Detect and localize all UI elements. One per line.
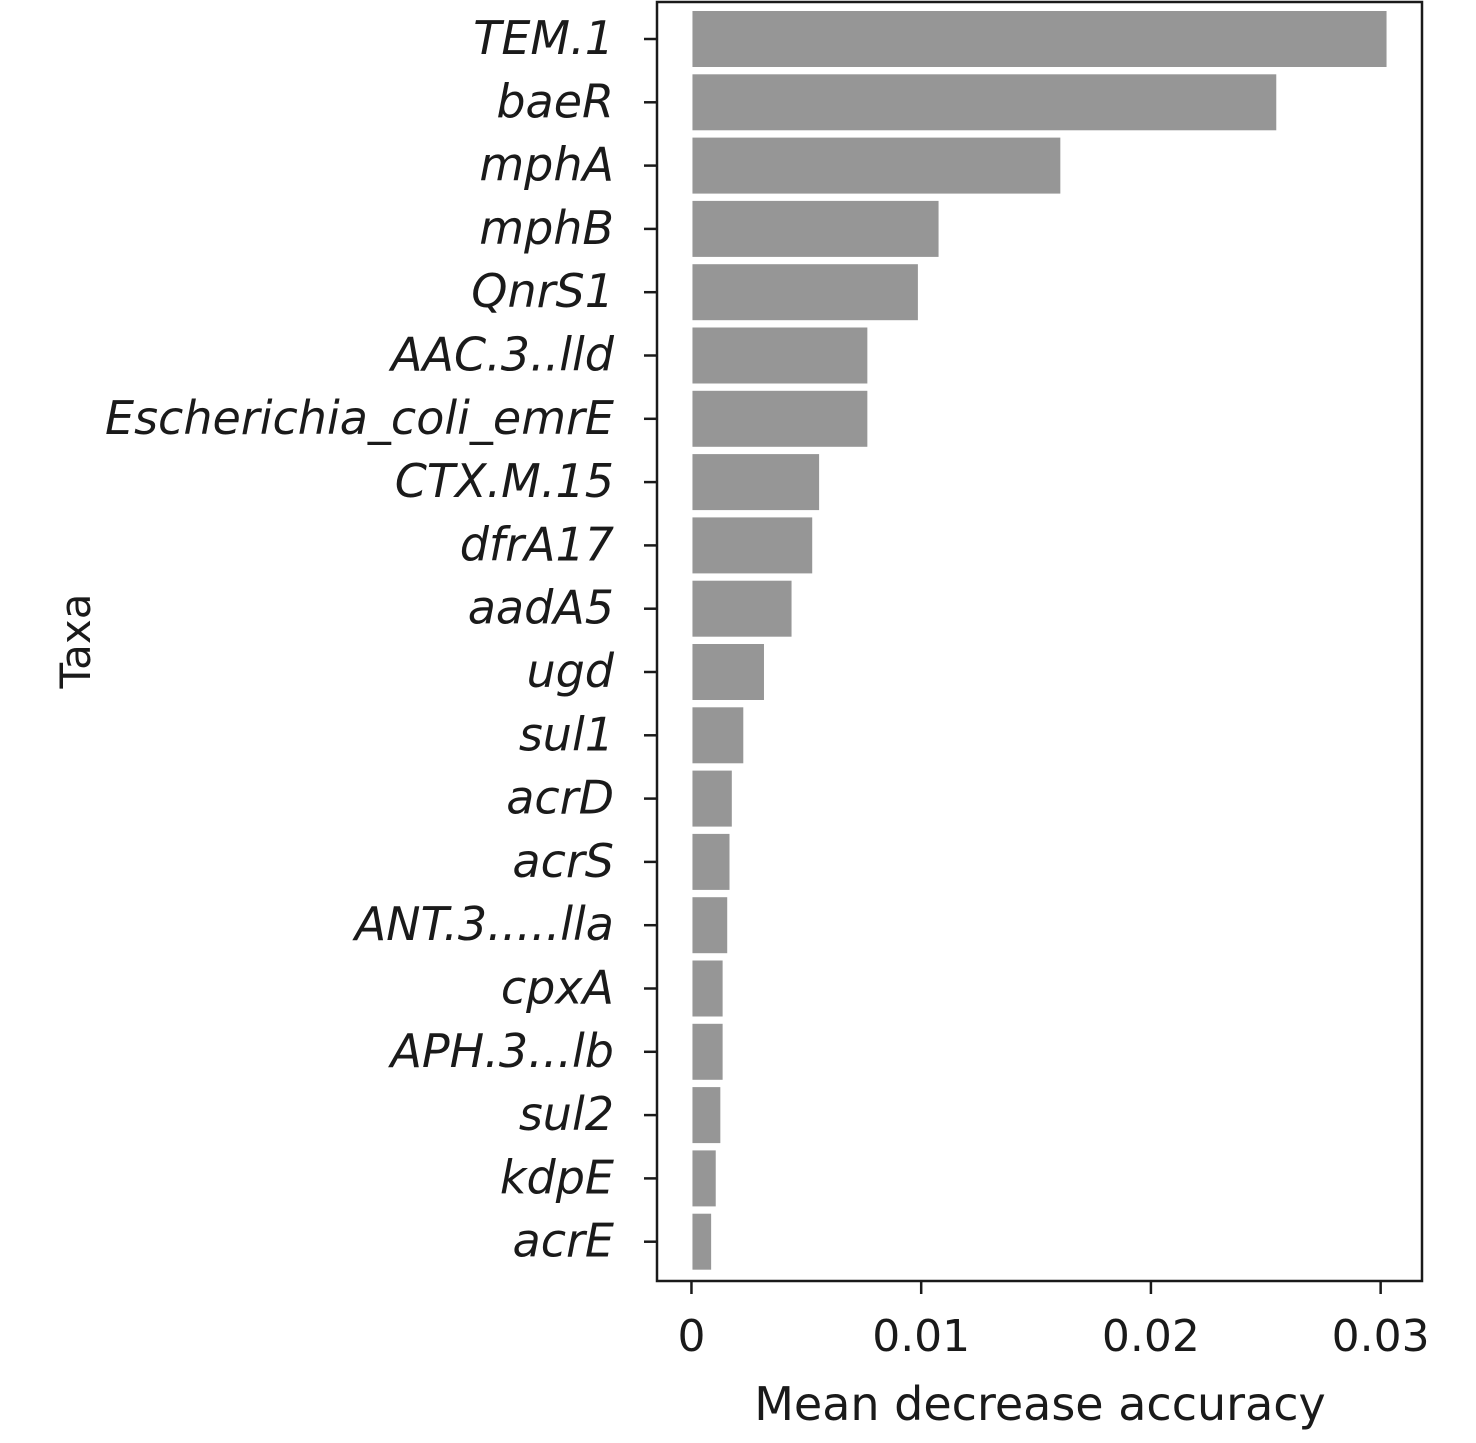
y-tick-label-tem-1: TEM.1 <box>473 11 614 65</box>
y-tick-label-baer: baeR <box>496 74 614 128</box>
y-tick-label-aac-3-lld: AAC.3..lld <box>388 328 615 382</box>
y-tick-label-kdpe: kdpE <box>500 1150 614 1204</box>
y-tick-label-escherichia-coli-emre: Escherichia_coli_emrE <box>105 391 614 445</box>
x-tick-label: 0.02 <box>1102 1311 1200 1362</box>
bar-sul1 <box>690 705 746 766</box>
y-tick-label-ctx-m-15: CTX.M.15 <box>395 454 614 508</box>
y-tick-label-acrd: acrD <box>506 771 614 825</box>
plot-frame <box>655 0 1424 1283</box>
bar-escherichia-coli-emre <box>690 388 870 449</box>
y-tick-label-ant-3-lla: ANT.3.....lla <box>352 897 614 951</box>
bar-dfra17 <box>690 515 815 576</box>
y-tick-label-acrs: acrS <box>512 834 614 888</box>
bar-mphb <box>690 198 941 259</box>
y-tick-label-sul2: sul2 <box>519 1087 614 1141</box>
y-tick-label-mphb: mphB <box>479 201 614 255</box>
y-axis: TEM.1 baeR mphA mphB QnrS1 AAC.3..lld Escheric… <box>105 11 657 1268</box>
x-axis-title: Mean decrease accuracy <box>754 1377 1326 1431</box>
bar-aada5 <box>690 578 794 639</box>
y-tick-label-qnrs1: QnrS1 <box>471 264 614 318</box>
bar-acrd <box>690 768 734 829</box>
y-tick-label-ugd: ugd <box>526 644 614 698</box>
bar-qnrs1 <box>690 262 920 323</box>
x-tick-label: 0.01 <box>872 1311 970 1362</box>
bar-acre <box>690 1211 714 1272</box>
bar-cpxa <box>690 958 725 1019</box>
x-axis: 0 0.01 0.02 0.03 <box>677 1281 1430 1362</box>
bar-aph-3-lb <box>690 1021 725 1082</box>
y-tick-label-mpha: mphA <box>479 138 614 192</box>
bar-baer <box>690 72 1279 133</box>
y-tick-label-acre: acrE <box>513 1214 614 1268</box>
bars-group <box>690 9 1389 1272</box>
bar-acrs <box>690 831 732 892</box>
y-tick-label-aph-3-lb: APH.3...lb <box>387 1024 614 1078</box>
x-tick-label: 0 <box>677 1311 705 1362</box>
bar-aac-3-lld <box>690 325 870 386</box>
y-tick-label-dfra17: dfrA17 <box>460 517 614 571</box>
y-tick-label-cpxa: cpxA <box>501 961 614 1015</box>
bar-ctx-m-15 <box>690 452 822 513</box>
bar-ugd <box>690 642 766 702</box>
x-tick-label: 0.03 <box>1332 1311 1430 1362</box>
bar-sul2 <box>690 1085 723 1146</box>
bar-kdpe <box>690 1148 718 1209</box>
y-tick-label-aada5: aadA5 <box>468 581 614 635</box>
y-axis-title: Taxa <box>51 593 100 689</box>
bar-ant-3-lla <box>690 895 730 956</box>
y-tick-label-sul1: sul1 <box>519 707 614 761</box>
bar-mpha <box>690 135 1063 196</box>
bar-tem-1 <box>690 9 1389 69</box>
